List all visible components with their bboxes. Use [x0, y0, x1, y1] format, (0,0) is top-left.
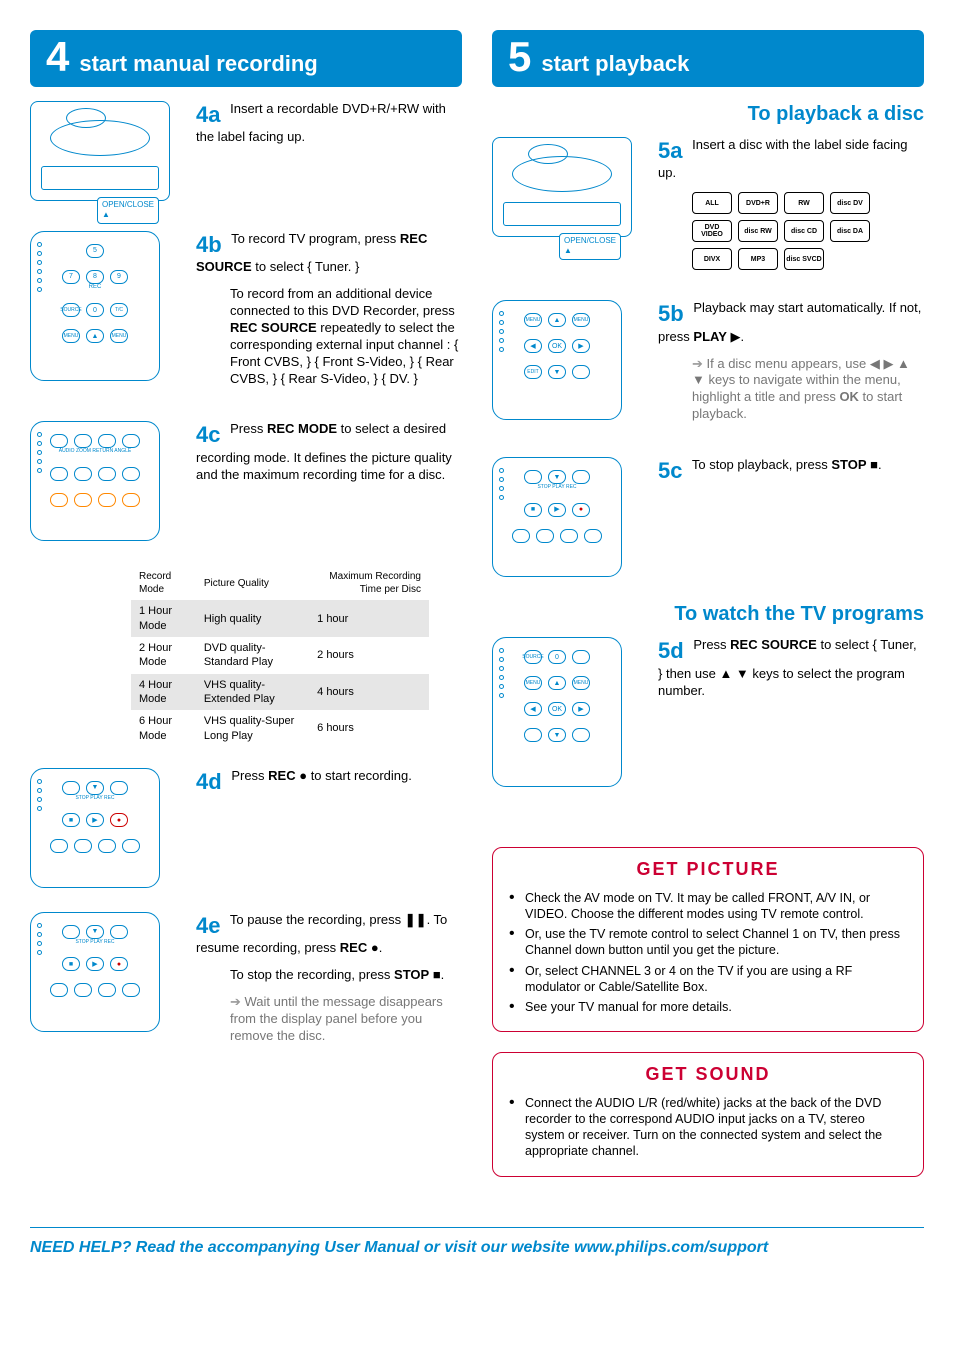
step-4e-note: Wait until the message disappears from t…: [230, 994, 462, 1045]
step-4c: AUDIO ZOOM RETURN ANGLE 4c Press REC MOD…: [30, 421, 462, 541]
stop-icon: ■: [429, 967, 440, 982]
remote-illustration-2: AUDIO ZOOM RETURN ANGLE: [30, 421, 160, 541]
get-picture-box: GET PICTURE Check the AV mode on TV. It …: [492, 847, 924, 1032]
pause-icon: ❚❚: [405, 912, 427, 927]
get-sound-box: GET SOUND Connect the AUDIO L/R (red/whi…: [492, 1052, 924, 1176]
step-4e-label: 4e: [196, 912, 220, 941]
format-icon: disc SVCD: [784, 248, 824, 270]
remote-illustration-7: SOURCE0 MENU▲MENU ◀OK▶ ▼: [492, 637, 622, 787]
step-5b: MENU▲MENU ◀OK▶ EDIT▼ 5b Playback may sta…: [492, 300, 924, 433]
format-icon: DVD+R: [738, 192, 778, 214]
step-4c-pre: Press: [230, 421, 267, 436]
remote-illustration-3: ▼ STOP PLAY REC ■▶●: [30, 768, 160, 888]
step-5c: ▼ STOP PLAY REC ■▶● 5c To stop playback,…: [492, 457, 924, 577]
tip-item: Connect the AUDIO L/R (red/white) jacks …: [509, 1095, 907, 1160]
recording-modes-table: Record Mode Picture Quality Maximum Reco…: [130, 565, 430, 747]
get-sound-title: GET SOUND: [509, 1063, 907, 1086]
get-picture-title: GET PICTURE: [509, 858, 907, 881]
step-5d: SOURCE0 MENU▲MENU ◀OK▶ ▼ 5d Press REC SO…: [492, 637, 924, 787]
record-icon: ●: [296, 768, 307, 783]
tip-item: Or, use the TV remote control to select …: [509, 926, 907, 959]
remote-illustration-4: ▼ STOP PLAY REC ■▶●: [30, 912, 160, 1032]
table-row: 1 Hour ModeHigh quality1 hour: [131, 600, 430, 637]
dvd-player-illustration: OPEN/CLOSE▲: [30, 101, 170, 201]
step-4b-text1-pre: To record TV program, press: [231, 231, 400, 246]
step-5d-label: 5d: [658, 637, 684, 666]
section-4-title: start manual recording: [79, 50, 317, 79]
updown-arrows-icon: ▲ ▼: [719, 666, 748, 681]
section-manual-recording: 4 start manual recording OPEN/CLOSE▲: [30, 30, 462, 1177]
section-5-title: start playback: [541, 50, 689, 79]
step-5a: OPEN/CLOSE▲ 5a Insert a disc with the la…: [492, 137, 924, 270]
remote-illustration-6: ▼ STOP PLAY REC ■▶●: [492, 457, 622, 577]
section-4-number: 4: [46, 36, 69, 78]
step-5a-text: Insert a disc with the label side facing…: [658, 137, 907, 181]
step-4a-label: 4a: [196, 101, 220, 130]
section-5-header: 5 start playback: [492, 30, 924, 87]
th-time: Maximum Recording Time per Disc: [309, 566, 429, 601]
step-4d: ▼ STOP PLAY REC ■▶● 4d Press REC ● to st…: [30, 768, 462, 888]
tip-item: Or, select CHANNEL 3 or 4 on the TV if y…: [509, 963, 907, 996]
dvd-player-illustration-2: OPEN/CLOSE▲: [492, 137, 632, 237]
table-row: 2 Hour ModeDVD quality-Standard Play2 ho…: [131, 637, 430, 674]
tip-item: Check the AV mode on TV. It may be calle…: [509, 890, 907, 923]
remote-illustration: 5 789 REC SOURCE0T/C MENU▲MENU: [30, 231, 160, 381]
format-icon: RW: [784, 192, 824, 214]
format-icon: DVD VIDEO: [692, 220, 732, 242]
step-4b-text1-post: to select { Tuner. }: [252, 259, 360, 274]
step-4e: ▼ STOP PLAY REC ■▶● 4e To pause the reco…: [30, 912, 462, 1055]
step-4b-text2-pre: To record from an additional device conn…: [230, 286, 455, 318]
record-icon: ●: [367, 940, 378, 955]
open-close-callout: OPEN/CLOSE▲: [97, 197, 159, 224]
step-5b-note: If a disc menu appears, use ◀ ▶ ▲ ▼ keys…: [692, 356, 924, 424]
th-quality: Picture Quality: [196, 566, 309, 601]
tip-item: See your TV manual for more details.: [509, 999, 907, 1015]
table-row: 4 Hour ModeVHS quality-Extended Play4 ho…: [131, 674, 430, 711]
format-icon: disc RW: [738, 220, 778, 242]
format-icon: disc DV: [830, 192, 870, 214]
table-row: 6 Hour ModeVHS quality-Super Long Play6 …: [131, 710, 430, 747]
step-5b-label: 5b: [658, 300, 684, 329]
step-4a-text: Insert a recordable DVD+R/+RW with the l…: [196, 101, 446, 145]
step-4b-label: 4b: [196, 231, 222, 260]
format-icon: MP3: [738, 248, 778, 270]
format-icon: DIVX: [692, 248, 732, 270]
step-4b: 5 789 REC SOURCE0T/C MENU▲MENU 4b To rec…: [30, 231, 462, 398]
step-5c-label: 5c: [658, 457, 682, 486]
help-footer: NEED HELP? Read the accompanying User Ma…: [30, 1227, 924, 1259]
remote-illustration-5: MENU▲MENU ◀OK▶ EDIT▼: [492, 300, 622, 420]
th-mode: Record Mode: [131, 566, 196, 601]
subheading-playback-disc: To playback a disc: [492, 101, 924, 127]
section-playback: 5 start playback To playback a disc OPEN…: [492, 30, 924, 1177]
section-5-number: 5: [508, 36, 531, 78]
disc-format-icons: ALL DVD+R RW disc DV DVD VIDEO disc RW d…: [692, 192, 924, 270]
rec-source-bold-2: REC SOURCE: [230, 320, 317, 335]
format-icon: ALL: [692, 192, 732, 214]
step-4a: OPEN/CLOSE▲ 4a Insert a recordable DVD+R…: [30, 101, 462, 201]
subheading-watch-tv: To watch the TV programs: [492, 601, 924, 627]
rec-mode-bold: REC MODE: [267, 421, 337, 436]
format-icon: disc CD: [784, 220, 824, 242]
step-4c-label: 4c: [196, 421, 220, 450]
step-4d-label: 4d: [196, 768, 222, 797]
section-4-header: 4 start manual recording: [30, 30, 462, 87]
step-5a-label: 5a: [658, 137, 682, 166]
open-close-callout-2: OPEN/CLOSE▲: [559, 233, 621, 260]
stop-icon: ■: [867, 457, 878, 472]
play-icon: ▶: [727, 329, 741, 344]
format-icon: disc DA: [830, 220, 870, 242]
